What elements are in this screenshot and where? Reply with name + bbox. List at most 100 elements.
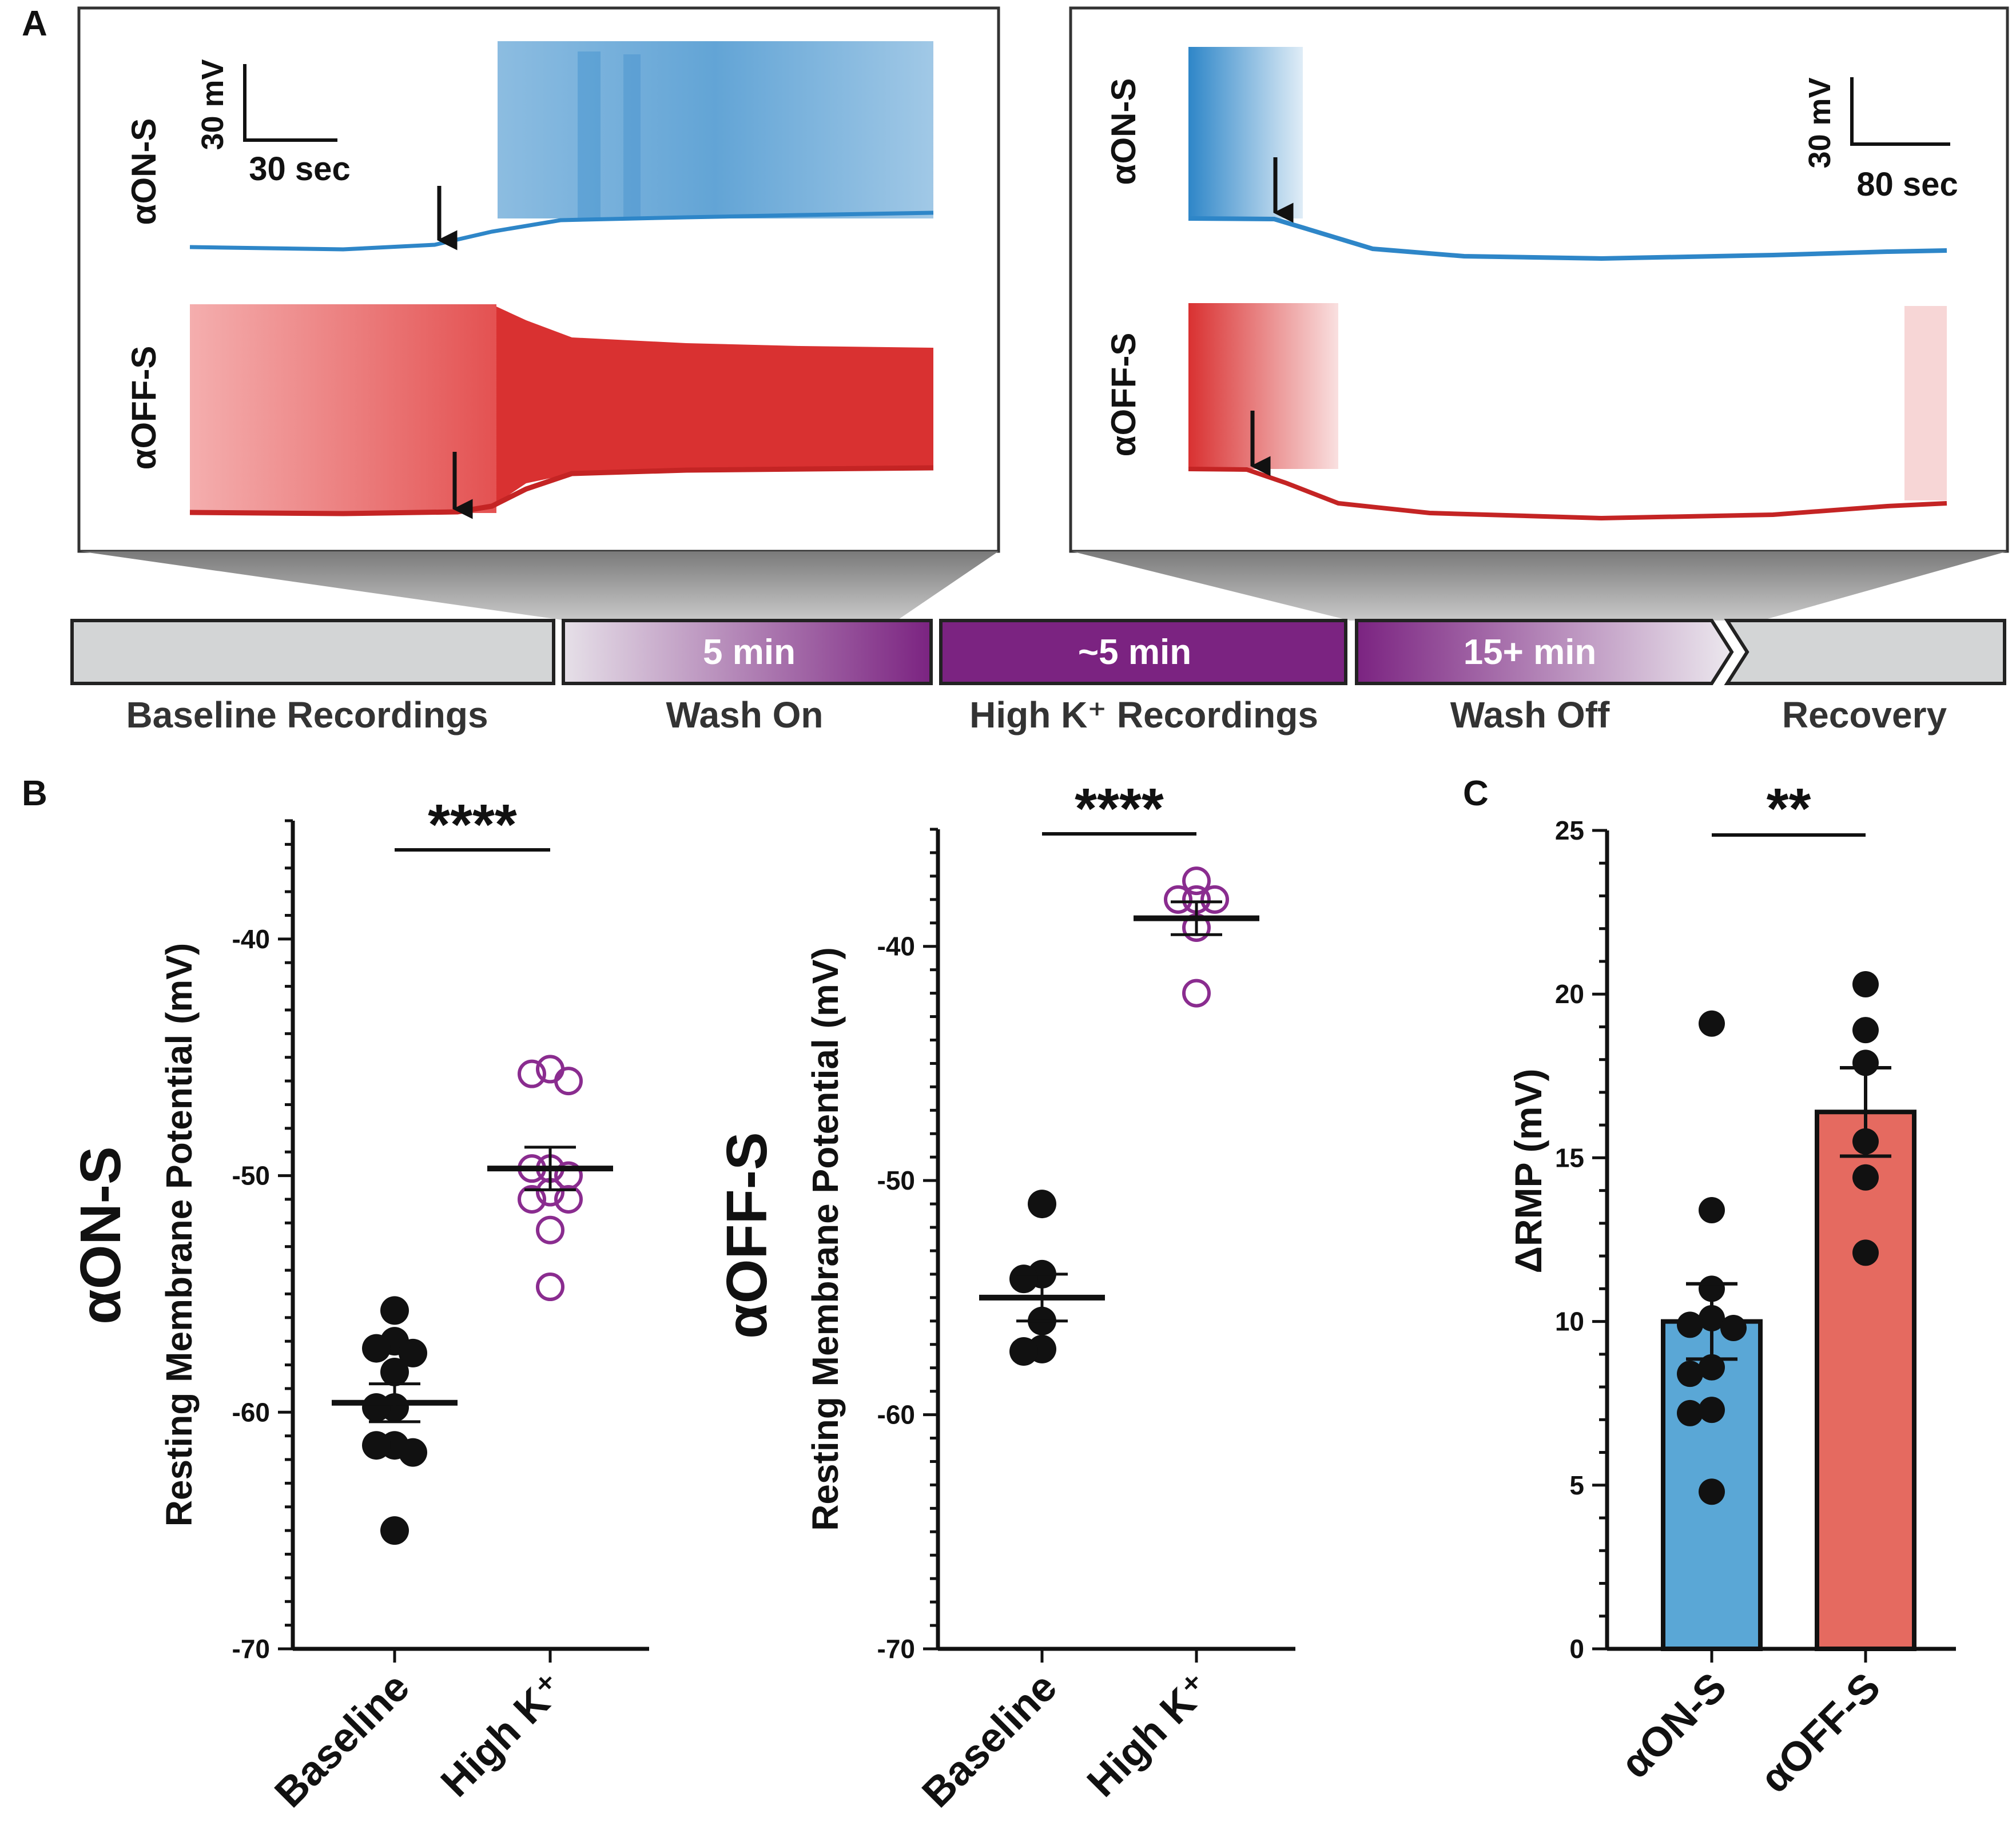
x-tick-label: αOFF-S	[1752, 1664, 1890, 1802]
scale-label-time-left: 30 sec	[249, 150, 350, 188]
data-point	[1852, 971, 1879, 998]
data-point	[1699, 1397, 1725, 1424]
data-point	[1182, 866, 1211, 896]
chart-rmp-on: -70 -60 -50 -40 Resting Membrane Potential (…	[158, 793, 649, 1816]
chart-rmp-off: -70 -60 -50 -40 Resting Membrane Potential (…	[805, 777, 1295, 1816]
data-point	[1677, 1361, 1703, 1387]
y-tick-label: 0	[1569, 1634, 1584, 1664]
x-tick-label: αON-S	[1612, 1664, 1735, 1787]
trace-on-left-spikes	[498, 41, 933, 218]
data-point	[380, 1357, 409, 1386]
trace-label-off-right: αOFF-S	[1104, 333, 1143, 457]
panel-label-b: B	[22, 774, 47, 813]
data-point	[399, 1338, 427, 1367]
x-tick-label: Baseline	[266, 1664, 418, 1816]
data-point	[362, 1334, 391, 1363]
bar	[1815, 1110, 1916, 1652]
stage-duration-wash-off: 15+ min	[1464, 633, 1597, 672]
data-point	[1699, 1196, 1725, 1223]
significance-label: **	[1767, 777, 1811, 841]
y-tick-label: -70	[232, 1634, 270, 1664]
x-tick-label: High K⁺	[1079, 1664, 1220, 1806]
stage-label-baseline: Baseline Recordings	[126, 694, 488, 735]
data-point	[554, 1067, 583, 1096]
y-tick-label: -50	[877, 1166, 915, 1195]
scale-label-mv-right: 30 mV	[1803, 77, 1837, 168]
timeline-stage-high-k	[939, 619, 1347, 685]
data-point	[380, 1516, 409, 1545]
data-point	[1028, 1190, 1056, 1219]
stage-label-high-k: High K⁺ Recordings	[969, 694, 1318, 735]
trace-off-left-spikes-late	[496, 307, 933, 503]
timeline	[70, 619, 2006, 685]
significance-label: ****	[1075, 777, 1164, 841]
trace-label-on-right: αON-S	[1104, 78, 1143, 185]
data-point	[1200, 885, 1229, 914]
y-axis-label: Resting Membrane Potential (mV)	[158, 943, 200, 1527]
y-axis-label: Resting Membrane Potential (mV)	[805, 947, 846, 1531]
trace-off-left	[189, 304, 934, 516]
scale-bar-left	[243, 64, 337, 142]
data-point	[1009, 1337, 1038, 1366]
chart-b2-title: αOFF-S	[715, 1132, 779, 1338]
zoom-projection-right	[1072, 551, 2007, 621]
trace-off-right-spikes-late	[1904, 306, 1947, 500]
y-tick-label: -50	[232, 1161, 270, 1191]
data-point	[1182, 979, 1211, 1008]
trace-on-right-spikes	[1188, 47, 1303, 218]
panel-label-a: A	[22, 4, 47, 43]
x-tick-label: Baseline	[913, 1664, 1065, 1816]
y-tick-label: -40	[877, 932, 915, 961]
scale-bar-right	[1850, 77, 1950, 146]
panel-label-c: C	[1463, 774, 1489, 813]
trace-off-left-spikes-early	[190, 304, 496, 513]
timeline-stage-baseline	[70, 619, 555, 685]
y-tick-label: 5	[1569, 1470, 1584, 1500]
timeline-stage-wash-on	[562, 619, 933, 685]
timeline-stage-recovery	[1724, 619, 2006, 685]
significance-label: ****	[428, 793, 517, 857]
data-point	[1009, 1265, 1038, 1294]
stage-duration-wash-on: 5 min	[703, 633, 796, 672]
data-point	[380, 1296, 409, 1325]
stage-label-recovery: Recovery	[1782, 694, 1947, 735]
y-tick-label: -40	[232, 924, 270, 954]
trace-off-left-baseline	[189, 465, 934, 516]
data-point	[1677, 1399, 1703, 1426]
y-tick-label: 25	[1555, 816, 1584, 845]
y-tick-label: -60	[877, 1400, 915, 1430]
data-point	[536, 1273, 564, 1302]
data-point	[518, 1059, 546, 1088]
timeline-stage-wash-off	[1355, 619, 1734, 685]
data-point	[1720, 1315, 1747, 1342]
data-point	[362, 1393, 391, 1422]
scale-label-mv-left: 30 mV	[196, 59, 230, 150]
chart-b1-title: αON-S	[69, 1146, 133, 1324]
data-point	[1699, 1478, 1725, 1505]
y-tick-label: 20	[1555, 979, 1584, 1009]
stage-duration-high-k: ~5 min	[1078, 633, 1191, 672]
data-point	[1699, 1010, 1725, 1037]
zoom-projection-left	[80, 551, 999, 621]
y-tick-label: -70	[877, 1634, 915, 1664]
trace-on-left	[189, 41, 934, 252]
data-point	[1164, 885, 1192, 914]
data-point	[518, 1184, 546, 1214]
data-point	[399, 1438, 427, 1467]
chart-delta-rmp: 0 5 10 15 20 25 ΔRMP (mV) αON-S αOFF-S **	[1507, 777, 1956, 1802]
data-point	[554, 1184, 583, 1214]
x-tick-label: High K⁺	[432, 1664, 574, 1806]
data-point	[1852, 1239, 1879, 1266]
y-tick-label: -60	[232, 1397, 270, 1427]
data-point	[536, 1215, 564, 1244]
y-tick-label: 10	[1555, 1307, 1584, 1337]
scale-label-time-right: 80 sec	[1856, 166, 1958, 203]
data-point	[1677, 1311, 1703, 1338]
stage-label-wash-on: Wash On	[666, 694, 824, 735]
data-point	[362, 1431, 391, 1460]
y-tick-label: 15	[1555, 1143, 1584, 1172]
data-point	[1852, 1164, 1879, 1191]
data-point	[1852, 1017, 1879, 1044]
trace-off-right-spikes	[1188, 303, 1338, 469]
